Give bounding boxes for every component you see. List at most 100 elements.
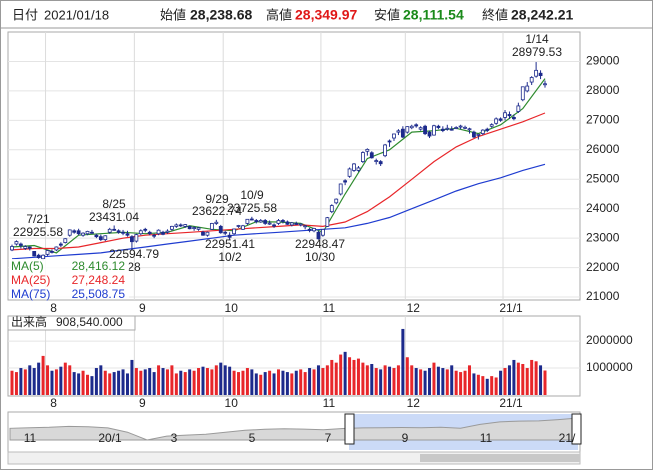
volume-bar [485, 378, 489, 395]
candle-body [45, 250, 50, 255]
volume-bar [334, 362, 338, 395]
volume-bar [259, 374, 263, 395]
navigator-label: 3 [171, 431, 178, 445]
volume-bar [405, 357, 409, 395]
candle-body [321, 229, 325, 236]
candle-body [267, 222, 272, 225]
candle-body [307, 228, 312, 231]
volume-bar [507, 365, 511, 395]
volume-bar [183, 372, 187, 395]
candle-body [161, 231, 165, 235]
candle-body [472, 131, 476, 138]
volume-bar [130, 359, 134, 395]
legend-label: MA(5) [11, 259, 44, 273]
candle-body [214, 221, 219, 224]
candle-body [423, 125, 427, 135]
candle-body [121, 231, 125, 234]
volume-bar [143, 369, 147, 395]
volume-bar [281, 370, 285, 395]
low-value: 28,111.54 [403, 7, 464, 23]
candle-body [445, 127, 450, 130]
volume-bar [414, 368, 418, 395]
volume-bar [361, 362, 365, 395]
scrollbar-thumb [420, 454, 580, 462]
candle-body [298, 223, 303, 226]
volume-bar [521, 363, 525, 395]
candle-body [276, 220, 281, 224]
volume-bar [272, 373, 276, 395]
candle-body [249, 218, 254, 221]
y-tick-label: 25000 [586, 171, 620, 185]
candle-body [494, 118, 499, 124]
candle-body [498, 118, 503, 121]
candle-body [289, 222, 294, 226]
candle-body [396, 130, 401, 133]
volume-bar [268, 370, 272, 395]
legend-label: MA(75) [11, 287, 50, 301]
volume-header-box [7, 315, 136, 331]
candle-body [476, 133, 481, 136]
candle-body [178, 224, 183, 227]
navigator-label: 11 [24, 431, 37, 445]
volume-bar [214, 365, 218, 395]
candle-body [538, 72, 543, 77]
volume-bar [23, 369, 27, 395]
volume-bar [396, 365, 400, 395]
candle-body [125, 233, 130, 236]
candle-body [338, 183, 343, 195]
candle-body [263, 220, 268, 224]
candle-body [76, 230, 81, 235]
volume-bar [219, 362, 223, 395]
candle-body [41, 254, 45, 260]
candle-body [365, 148, 370, 152]
volume-bar [94, 368, 98, 395]
volume-bar [423, 370, 427, 395]
candle-body [516, 105, 521, 112]
candle-body [10, 246, 14, 251]
candle-body [130, 236, 134, 243]
candle-body [387, 140, 392, 143]
volume-bar [54, 369, 58, 395]
volume-bar [445, 369, 449, 395]
candle-body [529, 77, 534, 83]
annotation-date: 28 [127, 260, 141, 274]
volume-bar [330, 359, 334, 395]
volume-bar [139, 370, 143, 395]
candle-body [418, 127, 423, 130]
volume-bar [303, 372, 307, 395]
volume-bar [419, 369, 423, 395]
candle-body [454, 127, 459, 129]
volume-bar [117, 370, 121, 395]
volume-bar [86, 374, 90, 395]
candle-body [467, 128, 472, 131]
volume-bar [436, 366, 440, 395]
volume-bar [90, 376, 94, 395]
candle-body [205, 231, 210, 236]
volume-bar [50, 370, 54, 395]
candle-body [258, 220, 263, 223]
navigator-handle [571, 413, 582, 445]
y-tick-label: 23000 [586, 230, 620, 244]
volume-bar [237, 372, 241, 395]
candle-body [312, 228, 316, 232]
volume-bar [352, 359, 356, 395]
volume-bar [392, 368, 396, 395]
volume-bar [179, 370, 183, 395]
candle-body [209, 223, 214, 230]
candle-body [520, 86, 525, 101]
volume-bar [383, 365, 387, 395]
date: 2021/01/18 [44, 7, 109, 22]
candle-body [50, 251, 54, 253]
volume-bar [161, 368, 165, 395]
volume-bar [490, 376, 494, 395]
candle-body [392, 133, 396, 139]
candle-body [67, 229, 72, 236]
date-label: 日付 [12, 7, 38, 22]
legend-label: MA(25) [11, 273, 50, 287]
volume-latest: 908,540.000 [56, 315, 123, 329]
legend-value: 25,508.75 [72, 287, 126, 301]
candle-body [232, 228, 236, 235]
candle-body [152, 234, 157, 237]
candle-body [18, 243, 23, 246]
